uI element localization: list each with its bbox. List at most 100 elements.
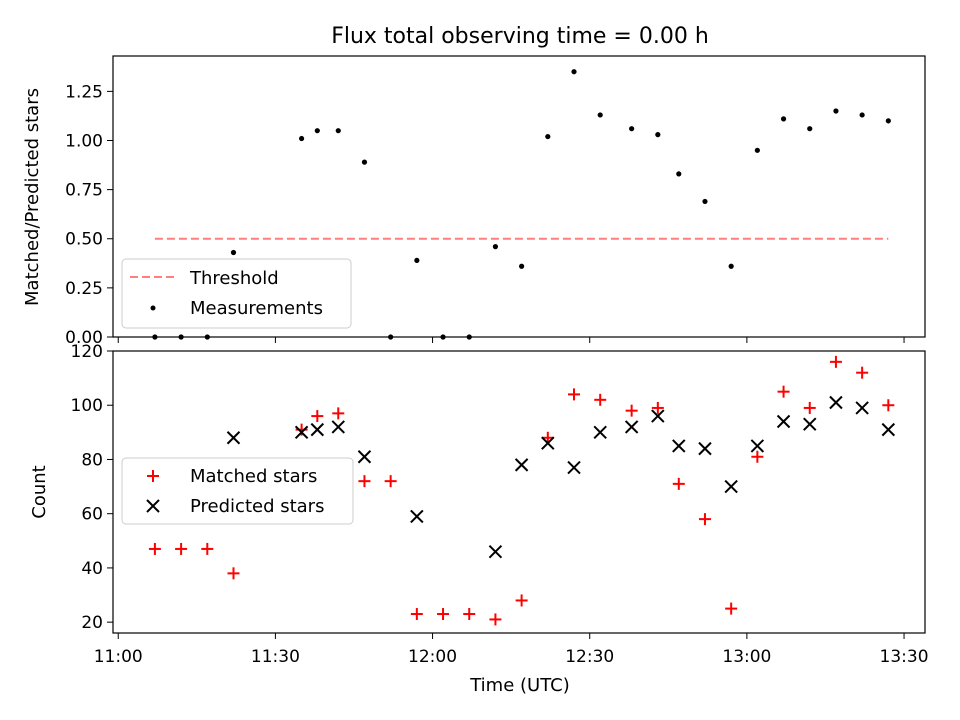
x-tick-label: 11:00	[94, 647, 143, 667]
matched-star-point	[175, 542, 188, 555]
measurement-point	[629, 126, 635, 132]
matched-star-point	[698, 513, 711, 526]
predicted-star-point	[624, 420, 639, 434]
matched-star-point	[227, 567, 240, 580]
matched-star-point	[672, 477, 685, 490]
measurement-point	[833, 108, 839, 114]
measurement-point	[702, 198, 708, 205]
matched-star-point	[856, 366, 869, 379]
matched-star-point	[201, 542, 214, 555]
measurement-point	[314, 128, 320, 134]
measurement-point	[519, 263, 525, 269]
predicted-star-point	[776, 414, 791, 429]
y-tick-label: 0.75	[65, 181, 103, 201]
matched-star-point	[489, 613, 502, 626]
y-tick-label: 100	[71, 396, 103, 416]
measurement-point	[807, 126, 813, 132]
predicted-star-point	[881, 422, 896, 437]
x-tick-label: 12:00	[408, 647, 457, 667]
measurement-point	[728, 263, 734, 269]
predicted-star-point	[331, 420, 345, 434]
measurement-point	[298, 135, 305, 142]
matched-star-point	[568, 388, 581, 401]
matched-star-point	[594, 393, 607, 406]
top-legend-box	[121, 258, 352, 329]
y-tick-label: 40	[81, 559, 103, 579]
top-panel: 0.00 0.25 0.50 0.75 1.00 1.25 Matched/Predict…	[22, 55, 926, 348]
matched-star-point	[311, 410, 324, 423]
y-tick-label: 1.00	[65, 131, 103, 151]
matched-stars-legend-label: Matched stars	[190, 466, 317, 487]
measurement-point	[754, 147, 760, 153]
measurement-point	[230, 249, 237, 256]
predicted-star-point	[410, 509, 424, 524]
matched-star-point	[725, 602, 738, 615]
chart-title: Flux total observing time = 0.00 h	[331, 24, 709, 49]
predicted-star-point	[855, 401, 869, 415]
matched-stars-legend-swatch	[147, 470, 159, 482]
matched-star-point	[777, 385, 790, 398]
predicted-star-point	[829, 395, 843, 410]
top-panel-frame	[112, 55, 926, 338]
measurement-point	[676, 171, 682, 177]
matched-star-point	[332, 407, 345, 420]
predicted-star-point	[310, 422, 325, 437]
measurement-point	[492, 244, 499, 250]
predicted-star-point	[651, 409, 665, 423]
predicted-star-point	[541, 436, 555, 450]
predicted-star-point	[593, 425, 607, 440]
bottom-panel: 20 40 60 80 100 120 11:00 11:30 12:00 12:30 13:00 1…	[29, 342, 929, 696]
bottom-y-axis-label: Count	[29, 465, 50, 518]
matched-star-point	[463, 608, 476, 621]
y-tick-label: 0.00	[65, 328, 103, 348]
measurements-legend-swatch	[150, 305, 156, 311]
matched-star-point	[148, 542, 161, 555]
y-tick-label: 120	[71, 342, 103, 362]
predicted-star-point	[672, 439, 686, 453]
x-tick-label: 13:00	[722, 647, 771, 667]
matched-star-point	[829, 355, 842, 368]
x-tick-label: 12:30	[565, 647, 614, 667]
matched-star-point	[882, 399, 895, 412]
y-tick-label: 0.25	[65, 279, 103, 299]
measurement-point	[545, 133, 551, 140]
x-tick-label: 11:30	[251, 647, 300, 667]
matched-star-point	[358, 475, 371, 488]
top-legend: Threshold Measurements	[121, 258, 352, 329]
measurement-point	[859, 112, 865, 118]
predicted-star-point	[724, 479, 738, 494]
matched-star-point	[803, 401, 816, 414]
x-tick-label: 13:30	[880, 647, 929, 667]
threshold-legend-label: Threshold	[189, 268, 279, 289]
matched-star-point	[410, 608, 423, 621]
y-tick-label: 20	[81, 613, 103, 633]
measurement-point	[361, 159, 368, 165]
top-y-axis-label: Matched/Predicted stars	[22, 88, 43, 306]
predicted-star-point	[488, 544, 503, 559]
predicted-star-point	[357, 450, 372, 464]
matched-star-point	[437, 608, 450, 621]
predicted-star-point	[567, 460, 581, 475]
bottom-legend: Matched stars Predicted stars	[121, 457, 354, 525]
predicted-star-point	[803, 417, 817, 431]
matched-star-point	[541, 431, 554, 444]
x-axis-label: Time (UTC)	[469, 675, 570, 696]
measurement-point	[571, 69, 577, 75]
measurement-point	[655, 132, 661, 138]
matched-star-point	[625, 404, 638, 417]
bottom-legend-box	[121, 457, 354, 525]
bottom-panel-frame	[112, 350, 926, 634]
y-tick-label: 60	[81, 505, 103, 525]
measurement-point	[335, 128, 341, 134]
y-tick-label: 1.25	[65, 82, 103, 102]
y-tick-label: 80	[81, 450, 103, 470]
predicted-star-point	[750, 439, 765, 453]
matched-star-point	[651, 401, 664, 414]
predicted-stars-legend-swatch	[146, 499, 160, 513]
predicted-star-point	[698, 441, 712, 456]
predicted-star-point	[514, 458, 529, 472]
predicted-stars-legend-label: Predicted stars	[190, 496, 324, 517]
measurement-point	[780, 116, 787, 122]
measurement-point	[414, 257, 420, 263]
